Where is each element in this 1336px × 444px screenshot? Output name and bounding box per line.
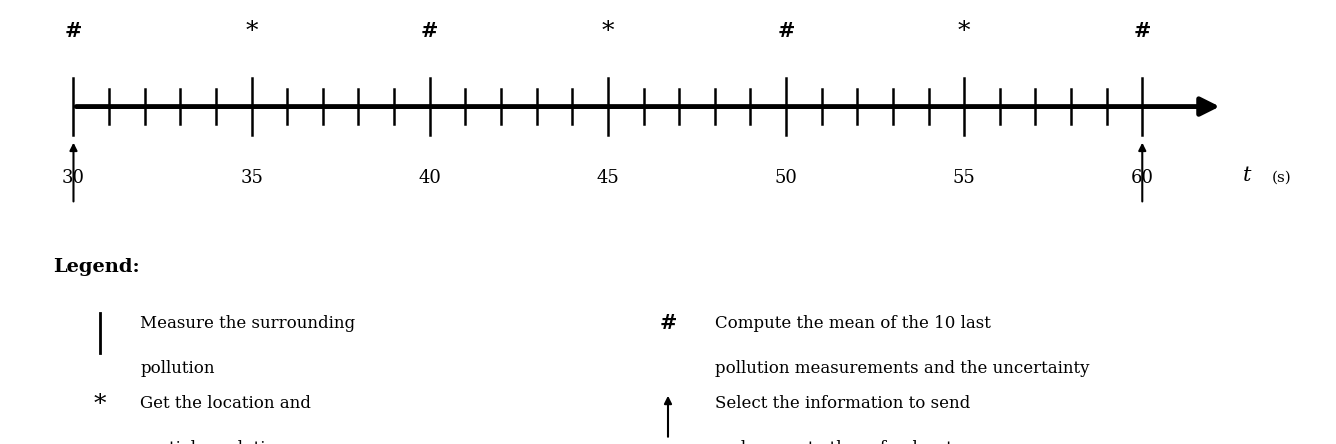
Text: 50: 50 xyxy=(775,169,798,186)
Text: and compute the refresh rate: and compute the refresh rate xyxy=(715,440,962,444)
Text: Get the location and: Get the location and xyxy=(140,395,311,412)
Text: Select the information to send: Select the information to send xyxy=(715,395,970,412)
Text: pollution measurements and the uncertainty: pollution measurements and the uncertain… xyxy=(715,360,1089,377)
Text: #: # xyxy=(778,21,795,41)
Text: 60: 60 xyxy=(1130,169,1154,186)
Text: Compute the mean of the 10 last: Compute the mean of the 10 last xyxy=(715,315,990,332)
Text: 45: 45 xyxy=(596,169,620,186)
Text: Measure the surrounding: Measure the surrounding xyxy=(140,315,355,332)
Text: #: # xyxy=(64,21,83,41)
Text: (s): (s) xyxy=(1272,170,1292,185)
Text: #: # xyxy=(421,21,438,41)
Text: *: * xyxy=(601,20,615,43)
Text: t: t xyxy=(1242,166,1250,185)
Text: *: * xyxy=(958,20,970,43)
Text: *: * xyxy=(246,20,258,43)
Text: Legend:: Legend: xyxy=(53,258,140,276)
Text: 30: 30 xyxy=(61,169,86,186)
Text: #: # xyxy=(1133,21,1152,41)
Text: pollution: pollution xyxy=(140,360,215,377)
Text: 40: 40 xyxy=(418,169,441,186)
Text: 35: 35 xyxy=(240,169,263,186)
Text: 55: 55 xyxy=(953,169,975,186)
Text: #: # xyxy=(659,313,677,333)
Text: *: * xyxy=(94,393,107,416)
Text: spatial resolution: spatial resolution xyxy=(140,440,286,444)
